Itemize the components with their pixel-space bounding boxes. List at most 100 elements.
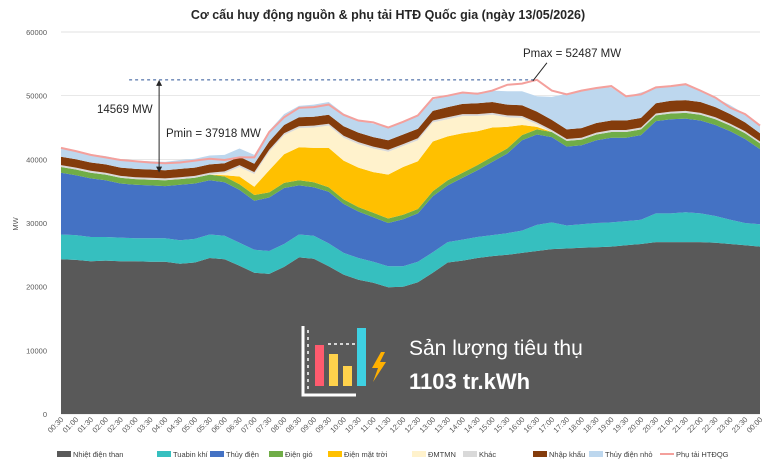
x-tick-label: 00:30 <box>46 415 66 435</box>
infobox-value: 1103 tr.kWh <box>409 369 530 394</box>
legend-label: Thủy điện <box>226 450 259 459</box>
chart-title: Cơ cấu huy động nguồn & phụ tải HTĐ Quốc… <box>191 8 585 22</box>
x-axis-ticks: 00:3001:0001:3002:0002:3003:0003:3004:00… <box>46 415 765 435</box>
x-tick-label: 14:30 <box>462 415 482 435</box>
legend-swatch <box>269 451 283 457</box>
x-tick-label: 19:00 <box>596 415 616 435</box>
area-series <box>61 118 760 267</box>
x-tick-label: 05:30 <box>194 415 214 435</box>
x-tick-label: 16:30 <box>522 415 542 435</box>
x-tick-label: 08:30 <box>284 415 304 435</box>
x-tick-label: 03:00 <box>120 415 140 435</box>
legend-swatch <box>210 451 224 457</box>
x-tick-label: 12:30 <box>403 415 423 435</box>
x-tick-label: 10:30 <box>343 415 363 435</box>
y-tick-label: 20000 <box>26 283 47 292</box>
infobox-bar <box>329 354 338 386</box>
area-series <box>61 112 760 223</box>
x-tick-label: 15:30 <box>492 415 512 435</box>
legend-swatch <box>328 451 342 457</box>
lightning-bolt-icon <box>372 352 386 382</box>
x-tick-label: 06:30 <box>224 415 244 435</box>
area-series <box>61 84 760 171</box>
y-tick-label: 50000 <box>26 92 47 101</box>
x-tick-label: 07:30 <box>254 415 274 435</box>
x-tick-label: 09:00 <box>299 415 319 435</box>
legend-label: Phụ tải HTĐQG <box>676 450 729 459</box>
x-tick-label: 04:30 <box>165 415 185 435</box>
x-tick-label: 12:00 <box>388 415 408 435</box>
x-tick-label: 10:00 <box>328 415 348 435</box>
area-series <box>61 112 760 187</box>
annotation-layer: Pmax = 52487 MW Pmin = 37918 MW 14569 MW <box>97 48 621 173</box>
x-tick-label: 05:00 <box>180 415 200 435</box>
x-tick-label: 02:30 <box>105 415 125 435</box>
pmax-leader-line <box>532 62 548 82</box>
arrow-head-down-icon <box>156 166 163 173</box>
x-tick-label: 14:00 <box>447 415 467 435</box>
load-line-layer <box>60 78 761 165</box>
legend: Nhiệt điện than Tuabin khí Thủy điện Điện g… <box>57 450 729 459</box>
x-tick-label: 22:00 <box>685 415 705 435</box>
x-tick-label: 23:30 <box>730 415 750 435</box>
x-tick-label: 11:00 <box>358 415 377 434</box>
infobox-bar <box>357 328 366 386</box>
infobox-bar <box>343 366 352 386</box>
x-tick-label: 02:00 <box>90 415 110 435</box>
infobox-bar <box>315 345 324 386</box>
legend-label: Điện gió <box>285 450 313 459</box>
x-tick-label: 16:00 <box>507 415 527 435</box>
legend-label: Khác <box>479 450 496 459</box>
legend-swatch <box>463 451 477 457</box>
x-tick-label: 20:30 <box>641 415 661 435</box>
legend-swatch <box>589 451 603 457</box>
x-tick-label: 13:30 <box>432 415 452 435</box>
load-line <box>60 78 761 165</box>
x-tick-label: 23:00 <box>715 415 735 435</box>
infobox-caption: Sản lượng tiêu thụ <box>409 337 583 360</box>
y-tick-label: 0 <box>43 410 47 419</box>
x-tick-label: 09:30 <box>313 415 333 435</box>
bar-chart-icon <box>301 326 386 397</box>
x-tick-label: 01:00 <box>61 415 81 435</box>
x-tick-label: 21:30 <box>670 415 690 435</box>
legend-label: Điện mặt trời <box>344 450 388 459</box>
x-tick-label: 06:00 <box>209 415 229 435</box>
area-series <box>61 242 760 414</box>
legend-label: Tuabin khí <box>173 450 209 459</box>
x-tick-label: 07:00 <box>239 415 259 435</box>
legend-swatch <box>57 451 71 457</box>
x-tick-label: 04:00 <box>150 415 170 435</box>
consumption-infobox: Sản lượng tiêu thụ 1103 tr.kWh <box>301 326 583 397</box>
area-series <box>61 112 760 219</box>
x-tick-label: 03:30 <box>135 415 155 435</box>
area-series <box>61 212 760 288</box>
arrow-head-up-icon <box>156 79 163 86</box>
x-tick-label: 20:00 <box>626 415 646 435</box>
y-axis-label: MW <box>11 216 20 230</box>
x-tick-label: 17:30 <box>551 415 571 435</box>
legend-swatch <box>412 451 426 457</box>
x-tick-label: 19:30 <box>611 415 631 435</box>
x-tick-label: 01:30 <box>76 415 96 435</box>
x-tick-label: 21:00 <box>656 415 676 435</box>
x-tick-label: 18:30 <box>581 415 601 435</box>
x-tick-label: 22:30 <box>700 415 720 435</box>
legend-swatch <box>157 451 171 457</box>
pmax-label: Pmax = 52487 MW <box>523 48 621 60</box>
y-tick-label: 60000 <box>26 28 47 37</box>
x-tick-label: 13:00 <box>418 415 438 435</box>
legend-label: ĐMTMN <box>428 450 456 459</box>
difference-label: 14569 MW <box>97 104 153 116</box>
legend-label: Thủy điện nhỏ <box>605 450 653 459</box>
y-tick-label: 40000 <box>26 155 47 164</box>
x-tick-label: 17:00 <box>537 415 557 435</box>
y-tick-label: 30000 <box>26 219 47 228</box>
legend-label: Nhiệt điện than <box>73 450 123 459</box>
legend-label: Nhập khẩu <box>549 450 585 459</box>
x-tick-label: 18:00 <box>566 415 586 435</box>
x-tick-label: 00:00 <box>745 415 765 435</box>
y-axis-ticks: 0 10000 20000 30000 40000 50000 60000 <box>26 28 47 419</box>
x-tick-label: 15:00 <box>477 415 497 435</box>
